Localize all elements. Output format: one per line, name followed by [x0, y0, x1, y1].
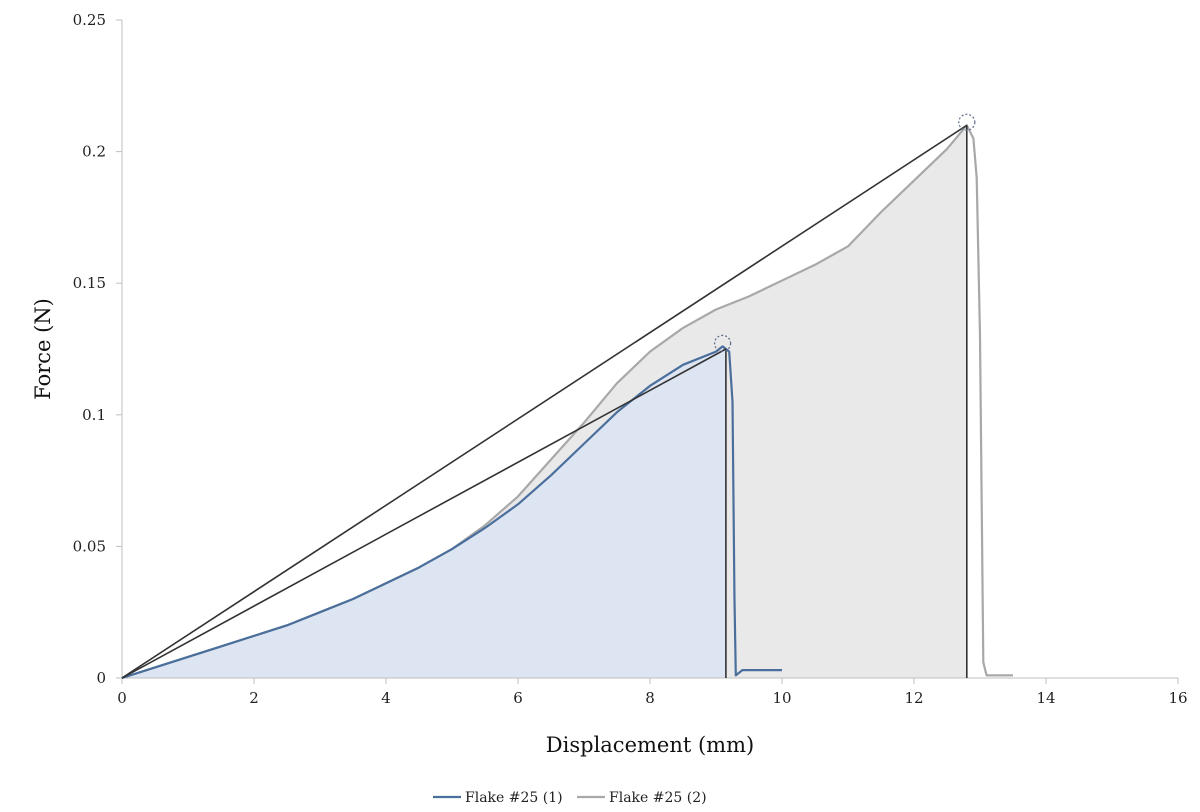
- y-tick-label: 0.05: [73, 537, 106, 555]
- series-line-1: [121, 345, 782, 680]
- x-tick-label: 0: [117, 689, 127, 707]
- y-tick-label: 0.1: [82, 406, 106, 424]
- y-tick-label: 0.25: [73, 11, 106, 29]
- legend-label-1: Flake #25 (1): [465, 790, 563, 806]
- area-fill-1: [122, 346, 726, 678]
- area-fill-2: [122, 125, 967, 678]
- peak-marker-2: [958, 113, 976, 131]
- x-tick-label: 6: [513, 689, 523, 707]
- series-fills: [122, 125, 967, 678]
- y-axis-title: Force (N): [31, 298, 55, 400]
- series-lines: [121, 124, 1013, 680]
- x-tick-label: 16: [1168, 689, 1187, 707]
- x-tick-labels: 0 2 4 6 8 10 12 14 16: [117, 689, 1187, 707]
- peak-marker-1: [713, 334, 732, 352]
- y-tick-label: 0.2: [82, 143, 106, 161]
- reference-line-1: [121, 348, 727, 679]
- y-tick-label: 0: [96, 669, 106, 687]
- peak-markers: [713, 113, 976, 352]
- y-tick-label: 0.15: [73, 274, 106, 292]
- reference-lines: [121, 124, 968, 679]
- x-tick-label: 14: [1036, 689, 1055, 707]
- x-tick-label: 8: [645, 689, 655, 707]
- x-tick-label: 12: [904, 689, 923, 707]
- reference-line-2: [121, 124, 968, 679]
- y-tick-labels: 0 0.05 0.1 0.15 0.2 0.25: [73, 11, 106, 687]
- x-tick-label: 10: [772, 689, 791, 707]
- legend: Flake #25 (1) Flake #25 (2): [433, 790, 707, 806]
- legend-label-2: Flake #25 (2): [609, 790, 707, 806]
- x-axis-title: Displacement (mm): [546, 733, 754, 757]
- tick-marks: [116, 19, 1179, 684]
- x-tick-label: 4: [381, 689, 391, 707]
- x-tick-label: 2: [249, 689, 259, 707]
